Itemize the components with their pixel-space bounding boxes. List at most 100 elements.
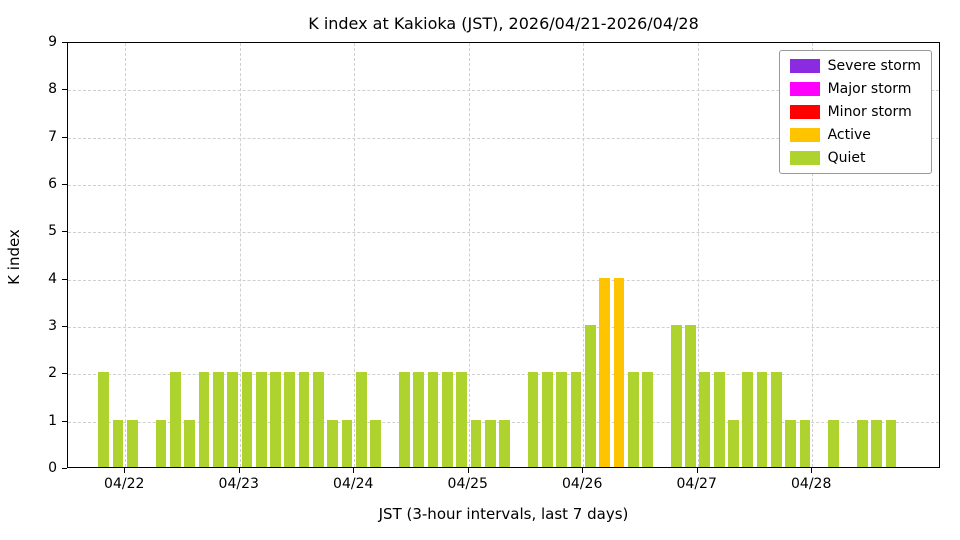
- x-tick-mark: [811, 468, 813, 473]
- y-tick-mark: [62, 136, 67, 138]
- k-index-bar: [642, 372, 653, 467]
- k-index-bar: [127, 419, 138, 467]
- chart-title: K index at Kakioka (JST), 2026/04/21-202…: [308, 14, 699, 33]
- gridline-horizontal: [68, 90, 939, 92]
- x-tick-label: 04/28: [791, 476, 832, 492]
- legend-label: Severe storm: [827, 58, 921, 74]
- legend-item: Severe storm: [789, 58, 921, 74]
- k-index-bar: [155, 419, 167, 467]
- k-index-bar: [184, 419, 195, 467]
- gridline-vertical: [583, 43, 585, 467]
- k-index-bar: [585, 325, 596, 467]
- y-tick-label: 1: [48, 412, 57, 429]
- k-index-bar: [370, 419, 382, 467]
- gridline-horizontal: [68, 327, 939, 328]
- k-index-bar: [112, 419, 124, 467]
- k-index-bar: [499, 419, 510, 467]
- x-tick-label: 04/27: [676, 476, 717, 492]
- gridline-horizontal: [68, 374, 939, 376]
- legend-swatch-icon: [789, 128, 820, 142]
- k-index-bar: [255, 372, 267, 467]
- k-index-bar: [327, 419, 339, 467]
- k-index-bar: [227, 372, 238, 467]
- y-tick-mark: [62, 184, 67, 185]
- x-tick-mark: [124, 468, 126, 473]
- gridline-horizontal: [68, 137, 939, 139]
- x-tick-label: 04/23: [218, 476, 259, 492]
- k-index-bar: [685, 325, 696, 467]
- k-index-bar: [284, 372, 296, 467]
- x-tick-mark: [696, 468, 698, 473]
- k-index-bar: [441, 372, 453, 467]
- legend-swatch-icon: [789, 151, 820, 165]
- k-index-bar: [556, 372, 568, 467]
- k-index-bar: [799, 419, 811, 467]
- y-tick-mark: [62, 42, 67, 43]
- legend-label: Quiet: [827, 150, 866, 166]
- legend-label: Minor storm: [827, 104, 912, 120]
- gridline-vertical: [468, 43, 470, 467]
- legend-item: Quiet: [789, 150, 921, 166]
- k-index-bar: [728, 419, 739, 467]
- x-tick-mark: [353, 468, 355, 473]
- y-tick-label: 4: [48, 270, 57, 287]
- gridline-vertical: [239, 43, 241, 467]
- y-tick-mark: [62, 231, 67, 233]
- gridline-vertical: [697, 43, 699, 467]
- gridline-horizontal: [68, 185, 939, 186]
- legend-item: Major storm: [789, 81, 921, 97]
- k-index-bar: [341, 419, 353, 467]
- k-index-bar: [413, 372, 424, 467]
- k-index-bar: [198, 372, 210, 467]
- y-tick-label: 5: [48, 223, 57, 240]
- plot-area: Severe storm Major storm Minor storm Active…: [67, 42, 940, 468]
- x-axis-label: JST (3-hour intervals, last 7 days): [378, 505, 629, 523]
- gridline-horizontal: [68, 279, 939, 281]
- y-tick-label: 7: [48, 128, 57, 145]
- x-tick-label: 04/22: [104, 476, 145, 492]
- legend-label: Active: [827, 127, 871, 143]
- legend-label: Major storm: [827, 81, 912, 97]
- gridline-horizontal: [68, 232, 939, 234]
- gridline-vertical: [812, 43, 814, 467]
- y-tick-mark: [62, 373, 67, 375]
- k-index-bar: [828, 419, 840, 467]
- legend: Severe storm Major storm Minor storm Active…: [778, 50, 932, 174]
- x-tick-label: 04/24: [333, 476, 374, 492]
- k-index-bar: [313, 372, 324, 467]
- k-index-bar: [599, 277, 611, 467]
- y-tick-label: 2: [48, 365, 57, 382]
- x-tick-label: 04/26: [562, 476, 603, 492]
- y-tick-label: 0: [48, 460, 57, 476]
- k-index-bar: [542, 372, 553, 467]
- k-index-bar: [456, 372, 467, 467]
- k-index-bar: [427, 372, 439, 467]
- k-index-bar: [398, 372, 410, 467]
- k-index-bar: [871, 419, 882, 467]
- k-index-bar: [356, 372, 367, 467]
- k-index-bar: [742, 372, 754, 467]
- k-index-bar: [169, 372, 181, 467]
- legend-swatch-icon: [789, 82, 820, 96]
- k-index-bar: [713, 372, 725, 467]
- k-index-bar: [241, 372, 253, 467]
- x-tick-mark: [467, 468, 469, 473]
- k-index-bar: [756, 372, 768, 467]
- k-index-bar: [627, 372, 639, 467]
- x-tick-mark: [238, 468, 240, 473]
- k-index-bar: [98, 372, 110, 467]
- y-tick-label: 8: [48, 81, 57, 98]
- k-index-bar: [298, 372, 310, 467]
- y-tick-mark: [62, 468, 67, 469]
- x-tick-label: 04/25: [447, 476, 488, 492]
- legend-item: Minor storm: [789, 104, 921, 120]
- k-index-bar: [570, 372, 582, 467]
- y-tick-label: 9: [48, 34, 57, 50]
- k-index-bar: [613, 277, 625, 467]
- k-index-bar: [885, 419, 897, 467]
- k-index-bar: [470, 419, 482, 467]
- k-index-bar: [270, 372, 281, 467]
- y-tick-label: 6: [48, 176, 57, 192]
- y-axis-label: K index: [5, 229, 23, 285]
